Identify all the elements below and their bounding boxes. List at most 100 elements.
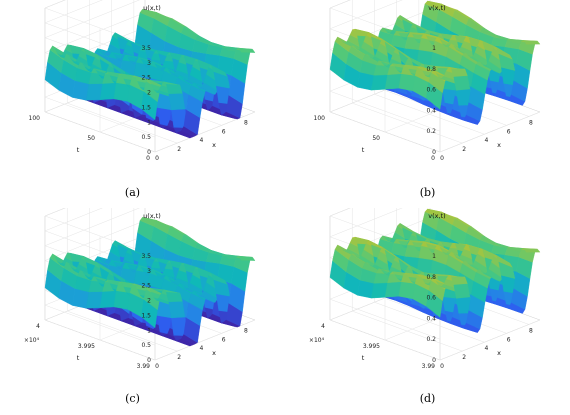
chart-panel-a: 0 0.5 1 1.5 2 2.5 3 3.5 0 2 4 6 8 0 50 100 x t u(x,t) [0, 0, 285, 190]
chart-title: u(x,t) [143, 212, 161, 220]
x-tick-label: 8 [244, 327, 248, 334]
chart-panel-c: 0 0.5 1 1.5 2 2.5 3 3.5 0 2 4 6 8 3.99 3.995 4 ×10⁴ x t u(x… [0, 208, 285, 398]
y-axis-label: t [77, 354, 80, 362]
x-tick-label: 0 [155, 363, 159, 370]
z-tick-label: 0 [147, 357, 151, 364]
chart-title: u(x,t) [143, 4, 161, 12]
z-tick-label: 1.5 [141, 104, 151, 111]
surface-patch [453, 75, 471, 91]
surface-patch [451, 68, 468, 78]
surface-patch [168, 93, 186, 111]
z-tick-label: 0.4 [426, 107, 436, 114]
y-gridline [439, 111, 541, 153]
x-tick-label: 8 [244, 119, 248, 126]
surface-patch [238, 47, 256, 53]
x-tick-label: 6 [507, 128, 511, 135]
z-tick-label: 3.5 [141, 253, 151, 260]
z-tick-label: 0.2 [426, 336, 436, 343]
surface-patch [166, 291, 183, 303]
surface-patch [398, 281, 416, 299]
y-axis-label: t [77, 146, 80, 154]
chart-svg-c: 0 0.5 1 1.5 2 2.5 3 3.5 0 2 4 6 8 3.99 3.995 4 ×10⁴ x t u(x… [24, 208, 256, 370]
chart-panel-b: 0 0.2 0.4 0.6 0.8 1 0 2 4 6 8 0 50 100 x t v(x,t) [285, 0, 570, 190]
z-tick-label: 3 [147, 268, 151, 275]
x-axis-label: x [212, 141, 216, 149]
surface-patch [86, 83, 103, 101]
surface-patch [453, 283, 471, 299]
caption-d: (d) [419, 392, 436, 405]
x-tick-label: 0 [440, 363, 444, 370]
y-tick-label: 100 [314, 115, 326, 122]
z-tick-label: 0.6 [426, 87, 436, 94]
x-tick-label: 6 [222, 128, 226, 135]
y-tick-label: 4 [36, 323, 40, 330]
surface-patch [86, 291, 103, 309]
z-tick-label: 2.5 [141, 283, 151, 290]
z-tick-label: 1 [432, 253, 436, 260]
z-tick-label: 0.4 [426, 315, 436, 322]
y-tick-label: 50 [87, 135, 95, 142]
z-tick-label: 1.5 [141, 312, 151, 319]
z-tick-label: 0.6 [426, 295, 436, 302]
z-tick-label: 0.5 [141, 134, 151, 141]
x-tick-label: 4 [200, 137, 204, 144]
tick-labels: 0 0.5 1 1.5 2 2.5 3 3.5 0 2 4 6 8 0 50 100 [29, 45, 248, 162]
surface-patch [238, 255, 256, 261]
surface [44, 8, 256, 139]
z-tick-label: 0 [147, 149, 151, 156]
caption-b: (b) [419, 186, 436, 199]
y-exponent-label: ×10⁴ [24, 337, 40, 344]
x-tick-label: 4 [485, 137, 489, 144]
z-tick-label: 1 [147, 327, 151, 334]
chart-title: v(x,t) [428, 4, 445, 12]
surface-patch [451, 276, 468, 286]
z-tick-label: 1 [432, 45, 436, 52]
surface-patch [398, 73, 416, 91]
x-tick-label: 2 [462, 146, 466, 153]
surface-patch [166, 83, 183, 95]
z-tick-label: 1 [147, 119, 151, 126]
chart-title: v(x,t) [428, 212, 445, 220]
y-tick-label: 3.995 [363, 343, 380, 350]
surface [329, 0, 541, 125]
y-tick-label: 3.99 [137, 363, 151, 370]
caption-a: (a) [124, 186, 141, 199]
tick-labels: 0 0.5 1 1.5 2 2.5 3 3.5 0 2 4 6 8 3.99 3.995 4 ×10⁴ [24, 253, 248, 370]
x-tick-label: 8 [529, 119, 533, 126]
y-tick-label: 50 [372, 135, 380, 142]
z-tick-label: 3.5 [141, 45, 151, 52]
chart-svg-a: 0 0.5 1 1.5 2 2.5 3 3.5 0 2 4 6 8 0 50 100 x t u(x,t) [29, 0, 256, 162]
y-axis-label: t [362, 146, 365, 154]
y-axis-label: t [362, 354, 365, 362]
chart-svg-d: 0 0.2 0.4 0.6 0.8 1 0 2 4 6 8 3.99 3.995 4 ×10⁴ x t v(x,t… [309, 208, 541, 370]
x-tick-label: 2 [177, 146, 181, 153]
z-tick-label: 2 [147, 90, 151, 97]
x-axis-label: x [212, 349, 216, 357]
chart-svg-b: 0 0.2 0.4 0.6 0.8 1 0 2 4 6 8 0 50 100 x t v(x,t) [314, 0, 541, 162]
x-tick-label: 4 [485, 345, 489, 352]
z-tick-label: 0.8 [426, 274, 436, 281]
z-tick-label: 0.2 [426, 128, 436, 135]
y-exponent-label: ×10⁴ [309, 337, 325, 344]
x-tick-label: 4 [200, 345, 204, 352]
x-tick-label: 0 [155, 155, 159, 162]
z-tick-label: 0 [432, 357, 436, 364]
caption-c: (c) [125, 392, 140, 405]
x-tick-label: 8 [529, 327, 533, 334]
y-tick-label: 0 [146, 155, 150, 162]
x-tick-label: 6 [507, 336, 511, 343]
y-tick-label: 0 [431, 155, 435, 162]
surface-patch [168, 301, 186, 319]
surface-patch [523, 248, 541, 253]
surface [329, 208, 541, 333]
z-tick-label: 0.8 [426, 66, 436, 73]
z-tick-label: 2 [147, 298, 151, 305]
z-tick-label: 0.5 [141, 342, 151, 349]
z-tick-label: 0 [432, 149, 436, 156]
y-tick-label: 3.995 [78, 343, 95, 350]
y-tick-label: 4 [321, 323, 325, 330]
x-tick-label: 2 [462, 354, 466, 361]
surface-patch [72, 80, 90, 101]
tick-labels: 0 0.2 0.4 0.6 0.8 1 0 2 4 6 8 0 50 100 [314, 45, 533, 162]
surface-patch [523, 40, 541, 45]
